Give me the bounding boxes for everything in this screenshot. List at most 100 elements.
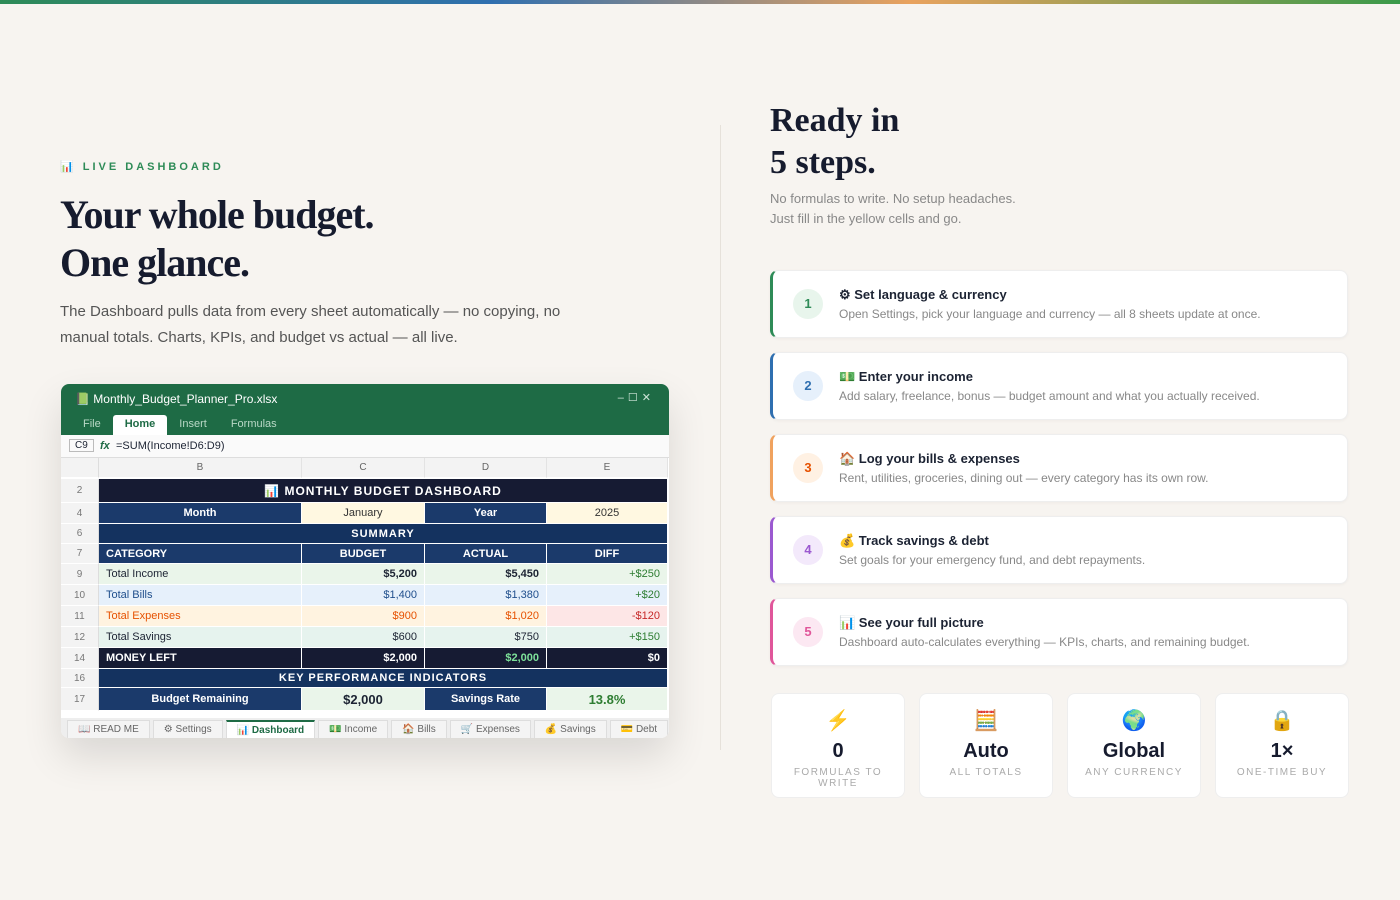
cell: -$120 bbox=[547, 606, 668, 627]
cell: $900 bbox=[302, 606, 425, 627]
formula: =SUM(Income!D6:D9) bbox=[116, 440, 225, 452]
sheet-tab[interactable]: 💰 Savings bbox=[533, 720, 607, 738]
sheet-row: 14 MONEY LEFT $2,000 $2,000 $0 bbox=[61, 648, 668, 669]
cell: $1,380 bbox=[425, 585, 547, 606]
sheet-tab[interactable]: 🏠 Bills bbox=[391, 720, 447, 738]
row-number: 6 bbox=[61, 524, 99, 544]
stat-value: Auto bbox=[963, 740, 1009, 762]
ribbon-tab[interactable]: Insert bbox=[179, 418, 207, 430]
subtitle-line: No formulas to write. No setup headaches… bbox=[770, 191, 1016, 206]
sheet-tab[interactable]: 💳 Debt bbox=[609, 720, 669, 738]
sheet-row: 9 Total Income $5,200 $5,450 +$250 bbox=[61, 564, 668, 585]
sheet-tabs: 📖 READ ME ⚙ Settings 📊 Dashboard 💵 Income 🏠 … bbox=[61, 718, 669, 738]
sheet-tab[interactable]: ⚙ Settings bbox=[152, 720, 223, 738]
divider bbox=[720, 125, 721, 750]
step-description: Open Settings, pick your language and cu… bbox=[839, 307, 1261, 321]
step-description: Add salary, freelance, bonus — budget am… bbox=[839, 389, 1260, 403]
cell-ref: C9 bbox=[69, 439, 94, 452]
sheet-tab[interactable]: 💵 Income bbox=[318, 720, 389, 738]
cell: +$20 bbox=[547, 585, 668, 606]
cell: KEY PERFORMANCE INDICATORS bbox=[99, 669, 668, 688]
sheet-row: 17 Budget Remaining $2,000 Savings Rate 13.8… bbox=[61, 688, 668, 711]
stat-icon: ⚡ bbox=[825, 710, 851, 732]
cell: 2025 bbox=[547, 503, 668, 524]
stat-label: FORMULAS TO WRITE bbox=[793, 767, 883, 789]
ribbon-tabs: File Home Insert Formulas bbox=[71, 415, 289, 435]
cell: Month bbox=[99, 503, 302, 524]
step-card: 5 📊 See your full picture Dashboard auto-c… bbox=[770, 598, 1348, 666]
step-number: 4 bbox=[793, 535, 823, 565]
top-accent-bar bbox=[0, 0, 1400, 4]
ribbon-tab[interactable]: Home bbox=[112, 415, 168, 435]
cell: Total Savings bbox=[99, 627, 302, 648]
stat-card: 🧮 Auto ALL TOTALS bbox=[919, 693, 1053, 798]
stat-icon: 🔒 bbox=[1269, 710, 1295, 732]
step-title: 💵 Enter your income bbox=[839, 369, 973, 384]
row-number: 7 bbox=[61, 544, 99, 564]
sheet-row: 12 Total Savings $600 $750 +$150 bbox=[61, 627, 668, 648]
sheet-row: 11 Total Expenses $900 $1,020 -$120 bbox=[61, 606, 668, 627]
sheet-row: 7 CATEGORY BUDGET ACTUAL DIFF bbox=[61, 544, 668, 564]
stat-card: ⚡ 0 FORMULAS TO WRITE bbox=[771, 693, 905, 798]
row-number: 14 bbox=[61, 648, 99, 669]
row-number: 10 bbox=[61, 585, 99, 606]
step-title: ⚙ Set language & currency bbox=[839, 287, 1007, 302]
stat-value: 0 bbox=[832, 740, 844, 762]
cell: SUMMARY bbox=[99, 524, 668, 544]
headline-line: Your whole budget. bbox=[60, 192, 375, 237]
cell: CATEGORY bbox=[99, 544, 302, 564]
subtitle-line: Just fill in the yellow cells and go. bbox=[770, 211, 962, 226]
ribbon-tab[interactable]: Formulas bbox=[230, 418, 277, 430]
cell: Savings Rate bbox=[425, 688, 547, 711]
filename: 📗 Monthly_Budget_Planner_Pro.xlsx bbox=[75, 392, 278, 406]
corner bbox=[61, 458, 99, 478]
step-title: 📊 See your full picture bbox=[839, 615, 984, 630]
sheet-row: 16 KEY PERFORMANCE INDICATORS bbox=[61, 669, 668, 688]
cell: DIFF bbox=[547, 544, 668, 564]
cell: $1,020 bbox=[425, 606, 547, 627]
stat-label: ANY CURRENCY bbox=[1085, 767, 1183, 778]
stat-icon: 🧮 bbox=[973, 710, 999, 732]
cell: January bbox=[302, 503, 425, 524]
stat-card: 🔒 1× ONE-TIME BUY bbox=[1215, 693, 1349, 798]
cell: $2,000 bbox=[425, 648, 547, 669]
step-card: 3 🏠 Log your bills & expenses Rent, utilit… bbox=[770, 434, 1348, 502]
step-number: 2 bbox=[793, 371, 823, 401]
sheet-row: 10 Total Bills $1,400 $1,380 +$20 bbox=[61, 585, 668, 606]
row-number: 11 bbox=[61, 606, 99, 627]
cell: MONEY LEFT bbox=[99, 648, 302, 669]
sheet-row: 4 Month January Year 2025 bbox=[61, 503, 668, 524]
stat-card: 🌍 Global ANY CURRENCY bbox=[1067, 693, 1201, 798]
stat-label: ONE-TIME BUY bbox=[1236, 767, 1328, 778]
spreadsheet-window: 📗 Monthly_Budget_Planner_Pro.xlsx –☐✕ Fi… bbox=[61, 384, 669, 738]
sheet-tab[interactable]: 🛒 Expenses bbox=[449, 720, 531, 738]
heading-line: 5 steps. bbox=[770, 144, 876, 181]
formula-bar: C9 fx =SUM(Income!D6:D9) bbox=[61, 435, 669, 458]
cell: Total Expenses bbox=[99, 606, 302, 627]
stat-value: Global bbox=[1102, 740, 1166, 762]
column-header: E bbox=[547, 458, 668, 478]
cell: 📊 MONTHLY BUDGET DASHBOARD bbox=[99, 479, 668, 503]
cell: +$250 bbox=[547, 564, 668, 585]
ribbon-tab[interactable]: File bbox=[83, 418, 101, 430]
cell: $2,000 bbox=[302, 648, 425, 669]
cell: 13.8% bbox=[547, 688, 668, 711]
column-header: D bbox=[425, 458, 547, 478]
step-title: 🏠 Log your bills & expenses bbox=[839, 451, 1020, 466]
row-number: 2 bbox=[61, 479, 99, 503]
eyebrow: 📊 LIVE DASHBOARD bbox=[60, 161, 224, 173]
step-description: Set goals for your emergency fund, and d… bbox=[839, 553, 1146, 567]
steps-subtitle: No formulas to write. No setup headaches… bbox=[770, 189, 1016, 229]
column-header: C bbox=[302, 458, 425, 478]
row-number: 4 bbox=[61, 503, 99, 524]
step-card: 4 💰 Track savings & debt Set goals for you… bbox=[770, 516, 1348, 584]
step-number: 1 bbox=[793, 289, 823, 319]
row-number: 9 bbox=[61, 564, 99, 585]
sheet-tab[interactable]: 📖 READ ME bbox=[67, 720, 150, 738]
cell: $2,000 bbox=[302, 688, 425, 711]
cell: $0 bbox=[547, 648, 668, 669]
sheet-tab[interactable]: 📊 Dashboard bbox=[225, 720, 316, 738]
cell: Year bbox=[425, 503, 547, 524]
intro: The Dashboard pulls data from every shee… bbox=[60, 303, 561, 346]
step-card: 1 ⚙ Set language & currency Open Settings,… bbox=[770, 270, 1348, 338]
